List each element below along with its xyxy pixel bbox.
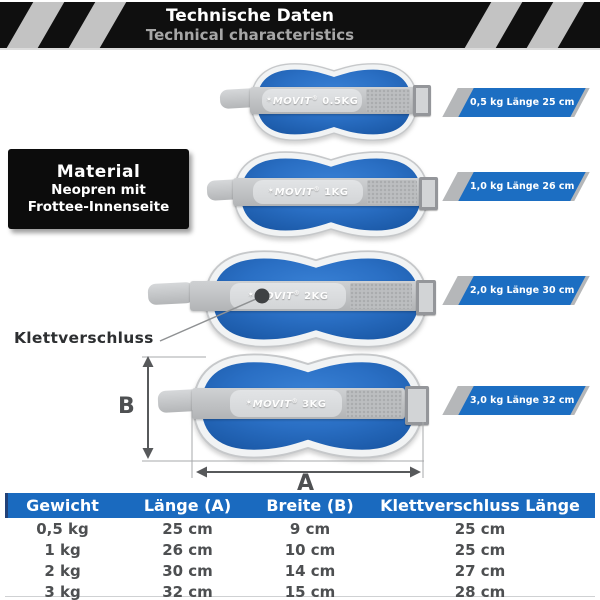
weight-cuff-1kg: ✶MOVIT® 1KG: [206, 150, 438, 239]
dimension-b-label: B: [118, 394, 135, 419]
brand-name: MOVIT: [252, 398, 292, 410]
weight-value: 3KG: [302, 398, 327, 410]
cell: 25 cm: [454, 520, 506, 538]
registered-icon: ®: [313, 186, 321, 193]
velcro-strip: [367, 180, 417, 204]
spec-table: Gewicht Länge (A) Breite (B) Klettversch…: [5, 493, 595, 600]
material-line2: Frottee-Innenseite: [27, 198, 170, 215]
strap-label: ✶MOVIT® 3KG: [230, 390, 342, 417]
strap-buckle: [419, 177, 438, 210]
arrow-b-head-down: [142, 448, 154, 459]
col-header-width: Breite (B): [266, 496, 354, 515]
brand-logo: ✶MOVIT® 0.5KG: [266, 95, 359, 107]
weight-value: 0.5KG: [322, 95, 359, 107]
arrow-a-head-right: [410, 466, 421, 478]
tag-blue-band: 2,0 kg Länge 30 cm: [458, 276, 586, 305]
strap-label: ✶MOVIT® 1KG: [253, 180, 363, 204]
weight-cuff-05kg: ✶MOVIT® 0.5KG: [219, 62, 431, 142]
banner-stripe: [461, 2, 526, 48]
col-header-length: Länge (A): [143, 496, 232, 515]
cell: 15 cm: [284, 583, 336, 600]
banner-titles: Technische Daten Technical characteristi…: [100, 2, 400, 48]
tag-3kg: 3,0 kg Länge 32 cm: [442, 386, 590, 415]
table-row: 1 kg 26 cm 10 cm 25 cm: [5, 540, 595, 560]
tag-blue-band: 3,0 kg Länge 32 cm: [458, 386, 586, 415]
weight-cuff-3kg: ✶MOVIT® 3KG: [157, 352, 429, 460]
star-icon: ✶: [265, 94, 273, 104]
header-banner: Technische Daten Technical characteristi…: [0, 2, 600, 50]
strap-buckle: [405, 386, 429, 425]
brand-name: MOVIT: [254, 291, 294, 302]
tag-05kg: 0,5 kg Länge 25 cm: [442, 88, 590, 117]
title-english: Technical characteristics: [145, 25, 355, 44]
banner-stripe: [523, 2, 588, 48]
velcro-callout-label: Klettverschluss: [14, 329, 154, 347]
cell: 28 cm: [454, 583, 506, 600]
strap: ✶MOVIT® 3KG: [192, 388, 405, 419]
tag-blue-band: 1,0 kg Länge 26 cm: [458, 172, 586, 201]
brand-name: MOVIT: [274, 187, 314, 198]
table-header-row: Gewicht Länge (A) Breite (B) Klettversch…: [5, 493, 595, 518]
cell: 25 cm: [454, 541, 506, 559]
star-icon: ✶: [267, 186, 275, 195]
cell: 32 cm: [162, 583, 213, 600]
material-box: Material Neopren mit Frottee-Innenseite: [8, 149, 189, 229]
cell: 30 cm: [162, 562, 213, 580]
tag-blue-band: 0,5 kg Länge 25 cm: [458, 88, 586, 117]
brand-logo: ✶MOVIT® 3KG: [245, 398, 326, 410]
tag-text: 3,0 kg Länge 32 cm: [469, 395, 575, 406]
arrow-b-head-up: [142, 356, 154, 367]
cell: 14 cm: [284, 562, 336, 580]
strap-label: ✶MOVIT® 2KG: [230, 283, 346, 309]
registered-icon: ®: [293, 290, 301, 297]
registered-icon: ®: [311, 94, 319, 102]
dimension-a-label: A: [297, 471, 315, 496]
cell: 27 cm: [454, 562, 506, 580]
star-icon: ✶: [247, 290, 255, 299]
brand-logo: ✶MOVIT® 1KG: [267, 186, 348, 198]
table-row: 3 kg 32 cm 15 cm 28 cm: [5, 582, 595, 600]
tag-2kg: 2,0 kg Länge 30 cm: [442, 276, 590, 305]
weight-cuff-2kg: ✶MOVIT® 2KG: [147, 249, 436, 349]
col-header-weight: Gewicht: [26, 496, 99, 515]
title-german: Technische Daten: [165, 6, 335, 26]
velcro-strip: [346, 390, 402, 417]
table-row: 2 kg 30 cm 14 cm 27 cm: [5, 561, 595, 581]
table-row: 0,5 kg 25 cm 9 cm 25 cm: [5, 519, 595, 539]
cell: 2 kg: [44, 562, 81, 580]
star-icon: ✶: [245, 397, 253, 407]
strap: ✶MOVIT® 1KG: [233, 178, 421, 206]
weight-value: 1KG: [324, 187, 349, 198]
tag-text: 1,0 kg Länge 26 cm: [469, 181, 575, 192]
cell: 0,5 kg: [36, 520, 89, 538]
registered-icon: ®: [291, 397, 299, 405]
tag-text: 0,5 kg Länge 25 cm: [469, 97, 575, 108]
cell: 10 cm: [284, 541, 336, 559]
arrow-a-head-left: [196, 466, 207, 478]
strap: ✶MOVIT® 0.5KG: [250, 87, 415, 114]
strap-tail: [147, 281, 195, 306]
cell: 3 kg: [44, 583, 81, 600]
velcro-strip: [366, 89, 410, 112]
cell: 1 kg: [44, 541, 81, 559]
banner-stripe: [3, 2, 68, 48]
col-header-velcro: Klettverschluss Länge: [380, 496, 580, 515]
table-bottom-divider: [5, 596, 595, 597]
material-title: Material: [56, 162, 141, 182]
cell: 9 cm: [289, 520, 331, 538]
tag-1kg: 1,0 kg Länge 26 cm: [442, 172, 590, 201]
strap-buckle: [413, 85, 431, 116]
tag-text: 2,0 kg Länge 30 cm: [469, 285, 575, 296]
cell: 25 cm: [162, 520, 213, 538]
velcro-strip: [350, 283, 412, 309]
strap-label: ✶MOVIT® 0.5KG: [262, 89, 362, 112]
weight-value: 2KG: [304, 291, 329, 302]
material-line1: Neopren mit: [51, 182, 146, 198]
brand-name: MOVIT: [272, 95, 312, 107]
brand-logo: ✶MOVIT® 2KG: [247, 290, 328, 302]
strap: ✶MOVIT® 2KG: [190, 281, 418, 311]
cell: 26 cm: [162, 541, 213, 559]
strap-buckle: [416, 280, 436, 315]
